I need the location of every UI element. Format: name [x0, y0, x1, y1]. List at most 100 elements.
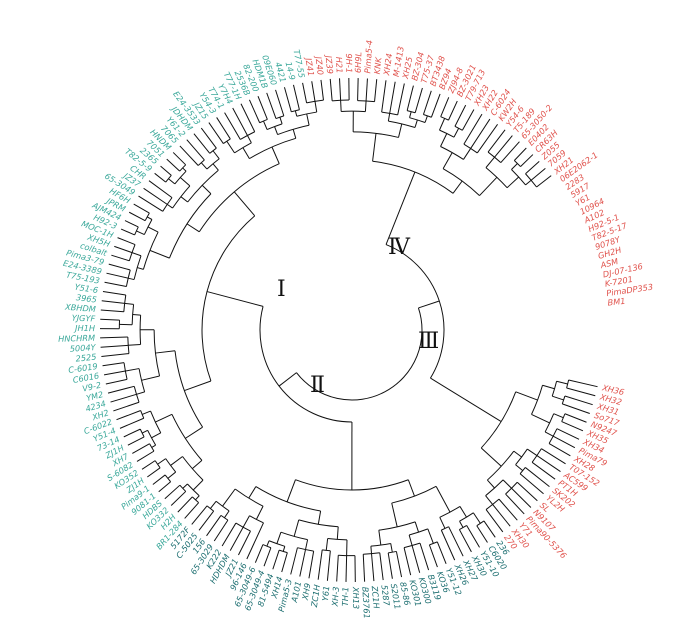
- branch-segment: [138, 195, 163, 212]
- leaf-label: KNK: [372, 56, 384, 74]
- branch-segment: [476, 124, 498, 154]
- branch-arc: [153, 329, 161, 377]
- branch-segment: [233, 191, 256, 217]
- branch-segment: [448, 100, 458, 121]
- branch-segment: [248, 99, 261, 123]
- branch-segment: [542, 384, 555, 390]
- branch-segment: [506, 176, 520, 189]
- branch-segment: [120, 228, 135, 236]
- branch-segment: [170, 491, 187, 506]
- branch-segment: [430, 377, 502, 422]
- leaf-label: JZ39: [324, 53, 336, 74]
- leaf-label: K-7201: [604, 274, 634, 289]
- branch-arc: [139, 315, 142, 345]
- branch-segment: [226, 140, 235, 154]
- branch-segment: [100, 309, 124, 313]
- leaf-label: XH9: [300, 582, 313, 601]
- branch-segment: [148, 180, 173, 199]
- branch-segment: [240, 103, 256, 132]
- group-label-4: Ⅳ: [388, 235, 411, 260]
- leaf-label: YM2: [85, 389, 104, 403]
- branch-segment: [470, 118, 491, 149]
- branch-segment: [160, 165, 172, 176]
- branch-segment: [525, 179, 532, 186]
- branch-segment: [206, 515, 222, 537]
- branch-segment: [387, 113, 391, 122]
- branch-segment: [409, 111, 412, 118]
- branch-segment: [552, 435, 576, 449]
- branch-segment: [306, 113, 310, 126]
- branch-segment: [440, 133, 448, 147]
- leaf-label: C6016: [72, 370, 100, 385]
- branch-segment: [556, 428, 580, 440]
- branch-segment: [479, 176, 498, 196]
- branch-segment: [279, 117, 283, 125]
- branch-arc: [220, 514, 229, 521]
- branch-segment: [242, 147, 250, 159]
- branch-segment: [459, 506, 467, 518]
- branch-segment: [101, 300, 125, 304]
- leaf-label: TH-1: [340, 587, 350, 607]
- branch-segment: [513, 147, 527, 161]
- branch-segment: [238, 530, 251, 556]
- branch-segment: [371, 553, 375, 582]
- branch-segment: [476, 525, 488, 543]
- branch-segment: [292, 129, 297, 139]
- branch-segment: [428, 544, 438, 568]
- branch-segment: [320, 79, 324, 101]
- leaf-label: BM1: [607, 296, 626, 308]
- branch-segment: [531, 461, 556, 480]
- branch-segment: [192, 479, 204, 491]
- branch-segment: [263, 547, 272, 567]
- branch-segment: [166, 158, 181, 172]
- branch-segment: [124, 220, 139, 228]
- branch-arc: [262, 544, 272, 549]
- branch-segment: [483, 520, 496, 538]
- branch-segment: [485, 156, 495, 168]
- branch-segment: [440, 97, 450, 117]
- branch-segment: [515, 391, 538, 401]
- branch-segment: [266, 540, 270, 547]
- branch-arc: [388, 120, 416, 128]
- leaf-label: Y61: [320, 585, 331, 601]
- branch-arc: [187, 169, 219, 203]
- branch-segment: [362, 554, 366, 582]
- branch-segment: [486, 479, 495, 489]
- branch-segment: [568, 379, 598, 388]
- branch-segment: [179, 177, 191, 187]
- branch-segment: [191, 505, 208, 525]
- branch-segment: [317, 510, 322, 525]
- branch-segment: [213, 519, 229, 542]
- branch-segment: [513, 450, 522, 458]
- branch-segment: [141, 460, 156, 470]
- branch-segment: [141, 375, 160, 381]
- branch-segment: [419, 542, 430, 571]
- branch-arc: [531, 385, 543, 415]
- branch-segment: [502, 479, 512, 489]
- branch-segment: [184, 502, 200, 519]
- branch-segment: [314, 101, 318, 113]
- branch-segment: [286, 479, 296, 503]
- branch-segment: [114, 245, 133, 254]
- branch-arc: [429, 541, 438, 546]
- dendrogram-branches: [99, 78, 598, 582]
- branch-segment: [562, 403, 590, 414]
- branch-segment: [147, 467, 161, 478]
- branch-segment: [436, 541, 447, 564]
- branch-segment: [136, 450, 155, 462]
- branch-segment: [552, 395, 564, 401]
- branch-segment: [381, 80, 387, 113]
- branch-arc: [566, 379, 570, 389]
- leaf-label: 14-9: [284, 61, 298, 81]
- branch-segment: [463, 113, 483, 145]
- branch-arc: [259, 306, 352, 423]
- branch-segment: [147, 226, 159, 233]
- branch-segment: [505, 493, 525, 515]
- branch-segment: [435, 486, 451, 513]
- group-label-2: Ⅱ: [310, 373, 325, 398]
- branch-segment: [182, 483, 188, 489]
- branch-arc: [162, 197, 173, 212]
- branch-segment: [198, 510, 215, 531]
- branch-arc: [268, 540, 285, 547]
- branch-segment: [102, 290, 126, 296]
